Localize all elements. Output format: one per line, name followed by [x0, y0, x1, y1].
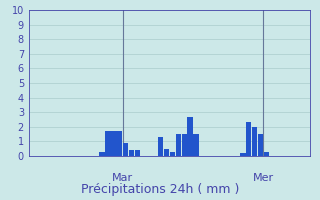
Text: Mer: Mer	[253, 173, 274, 183]
Bar	[135, 150, 140, 156]
Bar	[129, 150, 134, 156]
Bar	[246, 122, 252, 156]
Bar	[252, 127, 257, 156]
Bar	[100, 152, 105, 156]
Bar	[170, 152, 175, 156]
Bar	[258, 134, 263, 156]
Bar	[123, 143, 128, 156]
Bar	[111, 131, 116, 156]
Text: Mar: Mar	[112, 173, 133, 183]
Bar	[240, 153, 245, 156]
Bar	[176, 134, 181, 156]
Bar	[188, 117, 193, 156]
Bar	[105, 131, 111, 156]
Bar	[158, 137, 164, 156]
Bar	[182, 134, 187, 156]
Bar	[264, 152, 269, 156]
Bar	[164, 149, 169, 156]
Bar	[193, 134, 199, 156]
Bar	[117, 131, 122, 156]
Text: Précipitations 24h ( mm ): Précipitations 24h ( mm )	[81, 183, 239, 196]
